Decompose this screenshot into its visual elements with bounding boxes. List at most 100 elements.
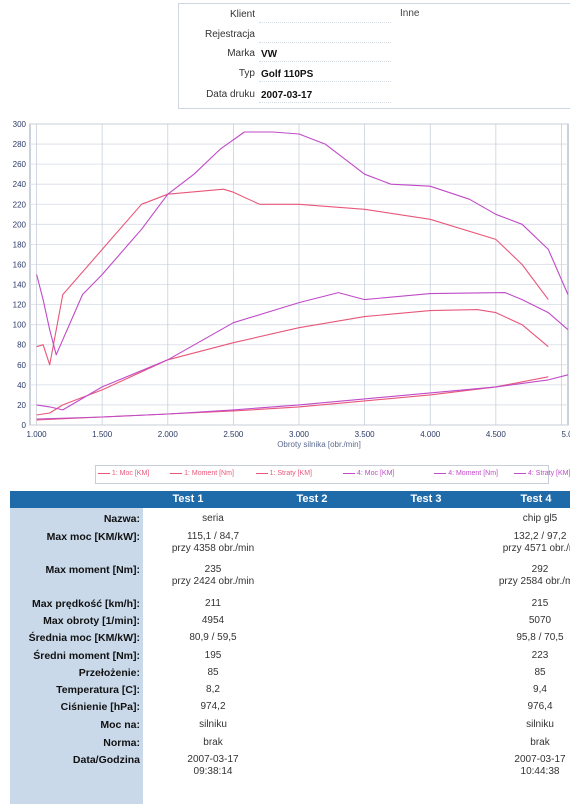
cell-line: 9,4 xyxy=(533,684,547,695)
row-label: Moc na: xyxy=(100,719,140,731)
other-notes-box: Inne xyxy=(396,3,570,109)
test4-cell: 9,4 xyxy=(465,684,570,696)
info-row: Klient xyxy=(179,6,397,25)
info-value: 2007-03-17 xyxy=(261,90,313,101)
cell-line: przy 4571 obr./m xyxy=(502,543,570,554)
legend-label: 4: Moment [Nm] xyxy=(448,470,498,477)
x-tick-label: 3.500 xyxy=(355,430,376,439)
cell-line: 4954 xyxy=(201,615,225,626)
x-tick-label: 4.000 xyxy=(420,430,441,439)
legend-item: 1: Moment [Nm] xyxy=(170,470,234,477)
y-tick-label: 140 xyxy=(13,281,27,290)
legend-label: 1: Moc [KM] xyxy=(111,470,150,477)
legend-swatch xyxy=(434,472,447,474)
info-row: Typ Golf 110PS xyxy=(179,65,397,84)
x-tick-label: 3.000 xyxy=(289,430,310,439)
dyno-chart: 0 20 40 60 80 100 120 140 160 180 200 220 240 260 280 3… xyxy=(13,120,570,449)
cell-line: 132,2 / 97,2 xyxy=(513,531,567,542)
legend-item: 4: Moment [Nm] xyxy=(434,470,498,477)
test4-cell: 976,4 xyxy=(465,701,570,713)
cell-line: 223 xyxy=(531,650,549,661)
info-label: Typ xyxy=(238,68,255,79)
cell-line: 235 xyxy=(204,564,222,575)
cell-line: 974,2 xyxy=(200,701,226,712)
info-value: VW xyxy=(261,49,278,60)
legend-swatch xyxy=(170,472,183,474)
cell-line: 95,8 / 70,5 xyxy=(516,632,564,643)
info-row: Rejestracja xyxy=(179,26,397,45)
test4-cell: brak xyxy=(465,737,570,749)
cell-line: silniku xyxy=(199,719,227,730)
legend-swatch xyxy=(97,472,110,474)
info-label: Data druku xyxy=(206,89,255,100)
series-line xyxy=(36,309,549,416)
legend-swatch xyxy=(514,472,526,474)
row-label: Ciśnienie [hPa]: xyxy=(60,701,140,713)
test1-cell: seria xyxy=(153,513,273,525)
info-underline xyxy=(259,61,391,62)
legend-item: 4: Moc [KM] xyxy=(343,470,394,477)
test4-cell: 85 xyxy=(465,667,570,679)
cell-line: przy 4358 obr./min xyxy=(171,543,255,554)
row-label: Średnia moc [KM/kW]: xyxy=(28,632,140,644)
test1-cell: 80,9 / 59,5 xyxy=(153,632,273,644)
column-header: Test 3 xyxy=(410,493,442,505)
cell-line: 115,1 / 84,7 xyxy=(186,531,240,542)
cell-line: 292 xyxy=(531,564,549,575)
info-label: Marka xyxy=(227,48,255,59)
cell-line: przy 2584 obr./min xyxy=(498,576,570,587)
test4-cell: silniku xyxy=(465,719,570,731)
test4-cell: 215 xyxy=(465,598,570,610)
row-label: Temperatura [C]: xyxy=(56,684,140,696)
test1-cell: 85 xyxy=(153,667,273,679)
row-label: Przełożenie: xyxy=(78,667,140,679)
test1-cell: silniku xyxy=(153,719,273,731)
y-tick-label: 200 xyxy=(13,220,27,229)
legend-item: 4: Straty [KM] xyxy=(514,470,570,477)
cell-line: 195 xyxy=(204,650,222,661)
y-tick-label: 60 xyxy=(17,361,26,370)
cell-line: 215 xyxy=(531,598,549,609)
column-header: Test 2 xyxy=(296,493,328,505)
cell-line: 85 xyxy=(534,667,546,678)
results-table: Test 1 Test 2 Test 3 Test 4 Nazwa: seria chip… xyxy=(10,491,570,804)
test1-cell: 974,2 xyxy=(153,701,273,713)
series-line xyxy=(36,292,569,411)
x-tick-label: 4.500 xyxy=(486,430,507,439)
info-label: Klient xyxy=(229,9,255,20)
x-tick-label: 5.0 xyxy=(561,430,570,439)
info-row: Marka VW xyxy=(179,45,397,64)
legend-label: 1: Moment [Nm] xyxy=(184,470,234,477)
test4-cell: chip gl5 xyxy=(465,513,570,525)
cell-line: brak xyxy=(203,737,223,748)
test1-cell: 2007-03-17 09:38:14 xyxy=(153,754,273,778)
test1-cell: 115,1 / 84,7 przy 4358 obr./min xyxy=(153,531,273,555)
x-tick-label: 2.500 xyxy=(223,430,244,439)
x-tick-label: 1.500 xyxy=(92,430,113,439)
info-label: Rejestracja xyxy=(204,29,255,40)
series-line xyxy=(36,374,569,420)
cell-line: silniku xyxy=(526,719,554,730)
y-tick-label: 160 xyxy=(13,260,27,269)
cell-line: 09:38:14 xyxy=(193,766,233,777)
test4-cell: 2007-03-17 10:44:38 xyxy=(465,754,570,778)
legend-swatch xyxy=(343,472,355,474)
info-underline xyxy=(259,81,391,82)
test1-cell: 195 xyxy=(153,650,273,662)
cell-line: 85 xyxy=(207,667,219,678)
x-tick-label: 1.000 xyxy=(27,430,48,439)
test4-cell: 5070 xyxy=(465,615,570,627)
test1-cell: brak xyxy=(153,737,273,749)
y-tick-label: 100 xyxy=(13,321,27,330)
info-value: Golf 110PS xyxy=(261,69,314,80)
y-tick-label: 120 xyxy=(13,301,27,310)
info-underline xyxy=(259,42,391,43)
cell-line: 10:44:38 xyxy=(520,766,560,777)
y-tick-label: 280 xyxy=(13,140,27,149)
cell-line: przy 2424 obr./min xyxy=(171,576,255,587)
vehicle-info-box: Klient Rejestracja Marka VW Typ Golf 110PS Dat… xyxy=(178,3,398,109)
legend-swatch xyxy=(255,472,268,474)
y-tick-label: 260 xyxy=(13,160,27,169)
info-row: Data druku 2007-03-17 xyxy=(179,86,397,105)
y-tick-label: 40 xyxy=(17,381,26,390)
